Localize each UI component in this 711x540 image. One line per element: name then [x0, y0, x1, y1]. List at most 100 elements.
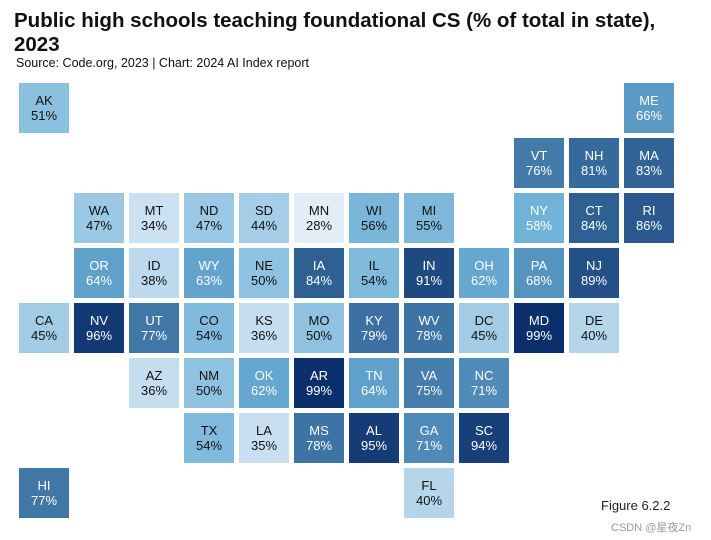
state-tile-wv: WV 78%	[404, 303, 454, 353]
state-tile-ks: KS 36%	[239, 303, 289, 353]
state-tile-ga: GA 71%	[404, 413, 454, 463]
state-tile-az: AZ 36%	[129, 358, 179, 408]
state-value-label: 28%	[305, 218, 333, 233]
state-value-label: 44%	[250, 218, 278, 233]
state-value-label: 91%	[415, 273, 443, 288]
state-value-label: 54%	[195, 438, 223, 453]
state-value-label: 89%	[580, 273, 608, 288]
state-value-label: 47%	[85, 218, 113, 233]
state-tile-id: ID 38%	[129, 248, 179, 298]
state-abbr: WI	[366, 203, 382, 218]
state-value-label: 40%	[580, 328, 608, 343]
state-abbr: IA	[312, 258, 326, 273]
state-abbr: SC	[474, 423, 494, 438]
state-abbr: NJ	[586, 258, 602, 273]
state-tile-ak: AK 51%	[19, 83, 69, 133]
state-value-label: 55%	[415, 218, 443, 233]
state-tile-ut: UT 77%	[129, 303, 179, 353]
state-abbr: UT	[145, 313, 163, 328]
state-tile-tn: TN 64%	[349, 358, 399, 408]
state-abbr: RI	[642, 203, 656, 218]
state-abbr: WA	[88, 203, 110, 218]
state-tile-nc: NC 71%	[459, 358, 509, 408]
state-tile-nv: NV 96%	[74, 303, 124, 353]
state-value-label: 77%	[140, 328, 168, 343]
state-abbr: CT	[585, 203, 603, 218]
watermark: CSDN @星夜Zn	[611, 522, 692, 534]
state-tile-ma: MA 83%	[624, 138, 674, 188]
state-abbr: DC	[474, 313, 494, 328]
state-value-label: 45%	[30, 328, 58, 343]
state-abbr: NE	[254, 258, 274, 273]
state-value-label: 66%	[635, 108, 663, 123]
state-abbr: NC	[474, 368, 494, 383]
state-tile-sc: SC 94%	[459, 413, 509, 463]
state-abbr: AZ	[145, 368, 163, 383]
state-tile-nj: NJ 89%	[569, 248, 619, 298]
state-value-label: 84%	[305, 273, 333, 288]
state-tile-il: IL 54%	[349, 248, 399, 298]
state-abbr: IN	[422, 258, 436, 273]
state-value-label: 64%	[85, 273, 113, 288]
state-abbr: WV	[418, 313, 440, 328]
state-abbr: SD	[254, 203, 274, 218]
state-value-label: 71%	[470, 383, 498, 398]
state-abbr: TX	[200, 423, 218, 438]
state-value-label: 81%	[580, 163, 608, 178]
state-abbr: FL	[421, 478, 437, 493]
state-abbr: MT	[144, 203, 164, 218]
figure-label: Figure 6.2.2	[601, 498, 671, 513]
chart-source: Source: Code.org, 2023 | Chart: 2024 AI …	[16, 56, 310, 70]
state-tile-oh: OH 62%	[459, 248, 509, 298]
state-abbr: AR	[309, 368, 329, 383]
state-abbr: OH	[474, 258, 494, 273]
state-tile-ri: RI 86%	[624, 193, 674, 243]
state-value-label: 63%	[195, 273, 223, 288]
state-abbr: MI	[421, 203, 437, 218]
state-value-label: 35%	[250, 438, 278, 453]
state-tile-pa: PA 68%	[514, 248, 564, 298]
state-value-label: 40%	[415, 493, 443, 508]
state-value-label: 78%	[305, 438, 333, 453]
state-abbr: WY	[198, 258, 220, 273]
state-value-label: 58%	[525, 218, 553, 233]
state-tile-nm: NM 50%	[184, 358, 234, 408]
state-tile-wy: WY 63%	[184, 248, 234, 298]
state-tile-ia: IA 84%	[294, 248, 344, 298]
state-value-label: 34%	[140, 218, 168, 233]
state-abbr: VT	[530, 148, 548, 163]
state-tile-ms: MS 78%	[294, 413, 344, 463]
state-value-label: 50%	[250, 273, 278, 288]
state-tile-co: CO 54%	[184, 303, 234, 353]
state-abbr: HI	[37, 478, 51, 493]
state-value-label: 95%	[360, 438, 388, 453]
state-tile-ct: CT 84%	[569, 193, 619, 243]
state-abbr: KY	[365, 313, 383, 328]
state-tile-md: MD 99%	[514, 303, 564, 353]
state-abbr: NH	[584, 148, 604, 163]
state-abbr: MA	[639, 148, 659, 163]
state-tile-me: ME 66%	[624, 83, 674, 133]
state-value-label: 50%	[195, 383, 223, 398]
state-tile-ne: NE 50%	[239, 248, 289, 298]
state-abbr: AK	[35, 93, 53, 108]
state-abbr: ND	[199, 203, 219, 218]
state-value-label: 64%	[360, 383, 388, 398]
state-tile-ky: KY 79%	[349, 303, 399, 353]
state-tile-wa: WA 47%	[74, 193, 124, 243]
state-tile-mo: MO 50%	[294, 303, 344, 353]
state-tile-ny: NY 58%	[514, 193, 564, 243]
state-abbr: NV	[89, 313, 109, 328]
state-abbr: AL	[366, 423, 382, 438]
state-value-label: 54%	[360, 273, 388, 288]
state-tile-vt: VT 76%	[514, 138, 564, 188]
state-value-label: 96%	[85, 328, 113, 343]
state-value-label: 78%	[415, 328, 443, 343]
state-tile-wi: WI 56%	[349, 193, 399, 243]
state-value-label: 47%	[195, 218, 223, 233]
state-abbr: ID	[147, 258, 161, 273]
state-tile-nh: NH 81%	[569, 138, 619, 188]
state-tile-or: OR 64%	[74, 248, 124, 298]
state-tile-va: VA 75%	[404, 358, 454, 408]
state-tile-al: AL 95%	[349, 413, 399, 463]
